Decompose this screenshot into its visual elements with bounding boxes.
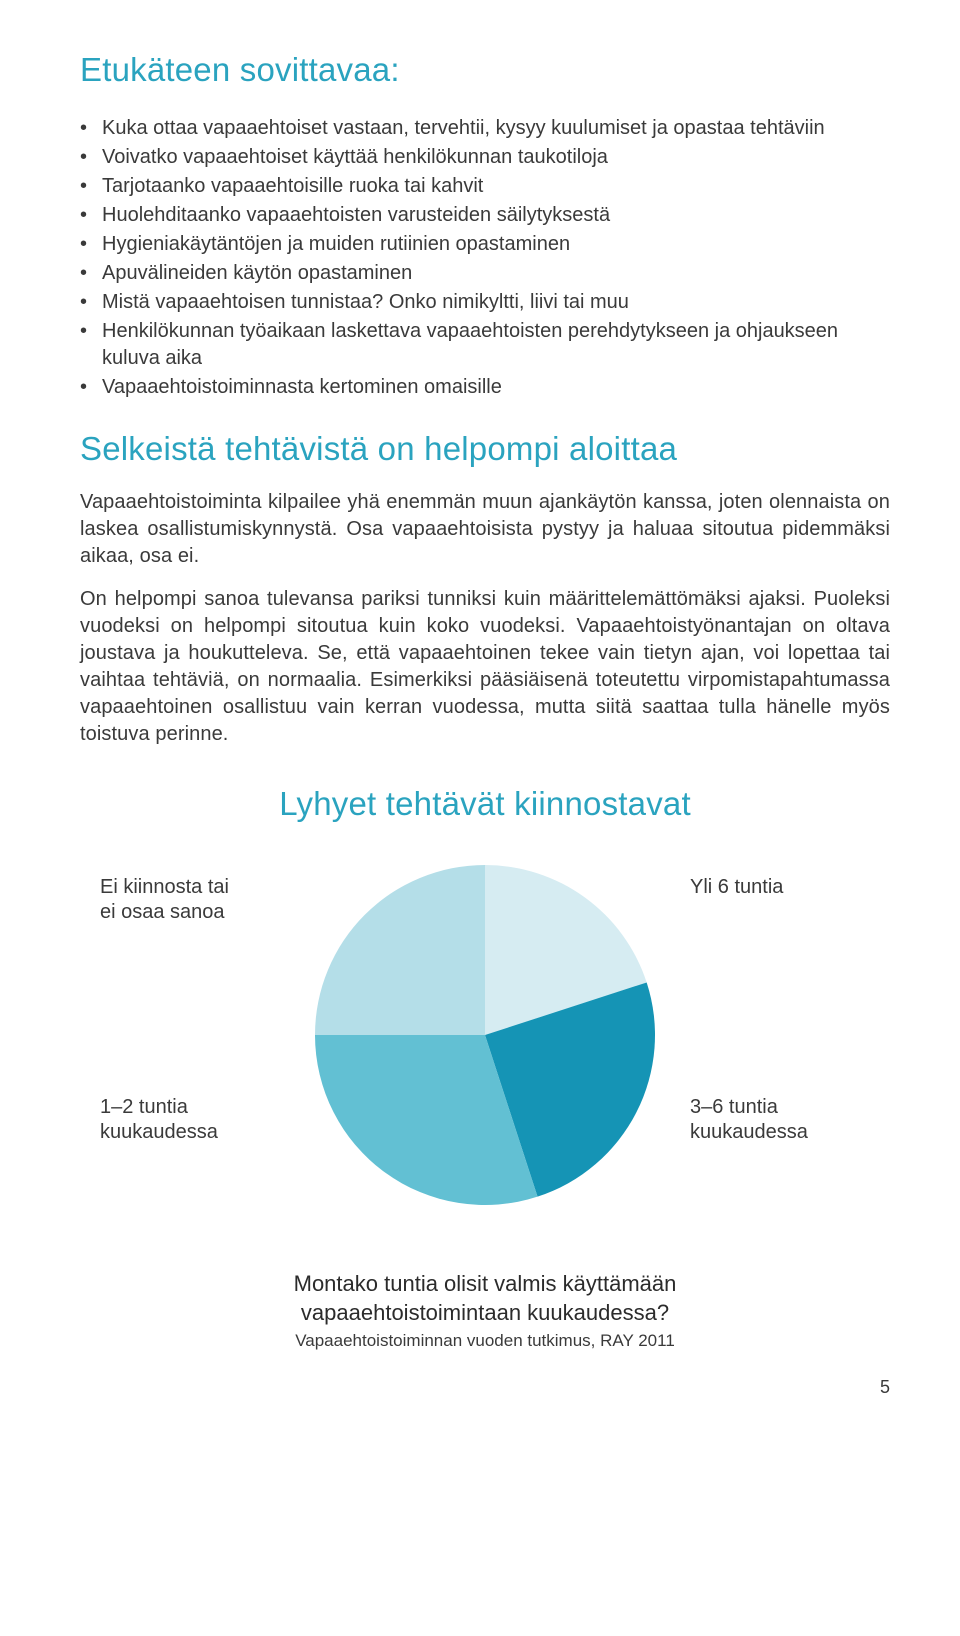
pie-slice-label: 1–2 tuntia kuukaudessa <box>100 1095 218 1145</box>
pie-chart-svg <box>315 865 655 1205</box>
pie-slice-label: Ei kiinnosta tai ei osaa sanoa <box>100 875 229 925</box>
pie-chart-area: Ei kiinnosta tai ei osaa sanoa Yli 6 tunt… <box>80 845 890 1265</box>
caption-line-3: Vapaaehtoistoiminnan vuoden tutkimus, RA… <box>80 1330 890 1353</box>
list-item: Hygieniakäytäntöjen ja muiden rutiinien … <box>80 231 890 258</box>
pie-slice-label: Yli 6 tuntia <box>690 875 783 900</box>
list-item: Voivatko vapaaehtoiset käyttää henkilöku… <box>80 144 890 171</box>
list-item: Tarjotaanko vapaaehtoisille ruoka tai ka… <box>80 173 890 200</box>
list-item: Kuka ottaa vapaaehtoiset vastaan, terveh… <box>80 115 890 142</box>
pie-chart <box>315 865 655 1213</box>
caption-line-1: Montako tuntia olisit valmis käyttämään <box>80 1269 890 1299</box>
page-number: 5 <box>80 1375 890 1399</box>
list-item: Apuvälineiden käytön opastaminen <box>80 260 890 287</box>
paragraph-2: On helpompi sanoa tulevansa pariksi tunn… <box>80 586 890 748</box>
list-item: Henkilökunnan työaikaan laskettava vapaa… <box>80 318 890 372</box>
chart-caption: Montako tuntia olisit valmis käyttämään … <box>80 1269 890 1353</box>
pie-slice <box>315 865 485 1035</box>
agree-in-advance-list: Kuka ottaa vapaaehtoiset vastaan, terveh… <box>80 115 890 401</box>
heading-clear-tasks: Selkeistä tehtävistä on helpompi aloitta… <box>80 427 890 472</box>
list-item: Mistä vapaaehtoisen tunnistaa? Onko nimi… <box>80 289 890 316</box>
caption-line-2: vapaaehtoistoimintaan kuukaudessa? <box>80 1298 890 1328</box>
list-item: Huolehditaanko vapaaehtoisten varusteide… <box>80 202 890 229</box>
heading-agree-in-advance: Etukäteen sovittavaa: <box>80 48 890 93</box>
paragraph-1: Vapaaehtoistoiminta kilpailee yhä enemmä… <box>80 489 890 570</box>
chart-title: Lyhyet tehtävät kiinnostavat <box>80 782 890 827</box>
list-item: Vapaaehtoistoiminnasta kertominen omaisi… <box>80 374 890 401</box>
pie-slice-label: 3–6 tuntia kuukaudessa <box>690 1095 808 1145</box>
